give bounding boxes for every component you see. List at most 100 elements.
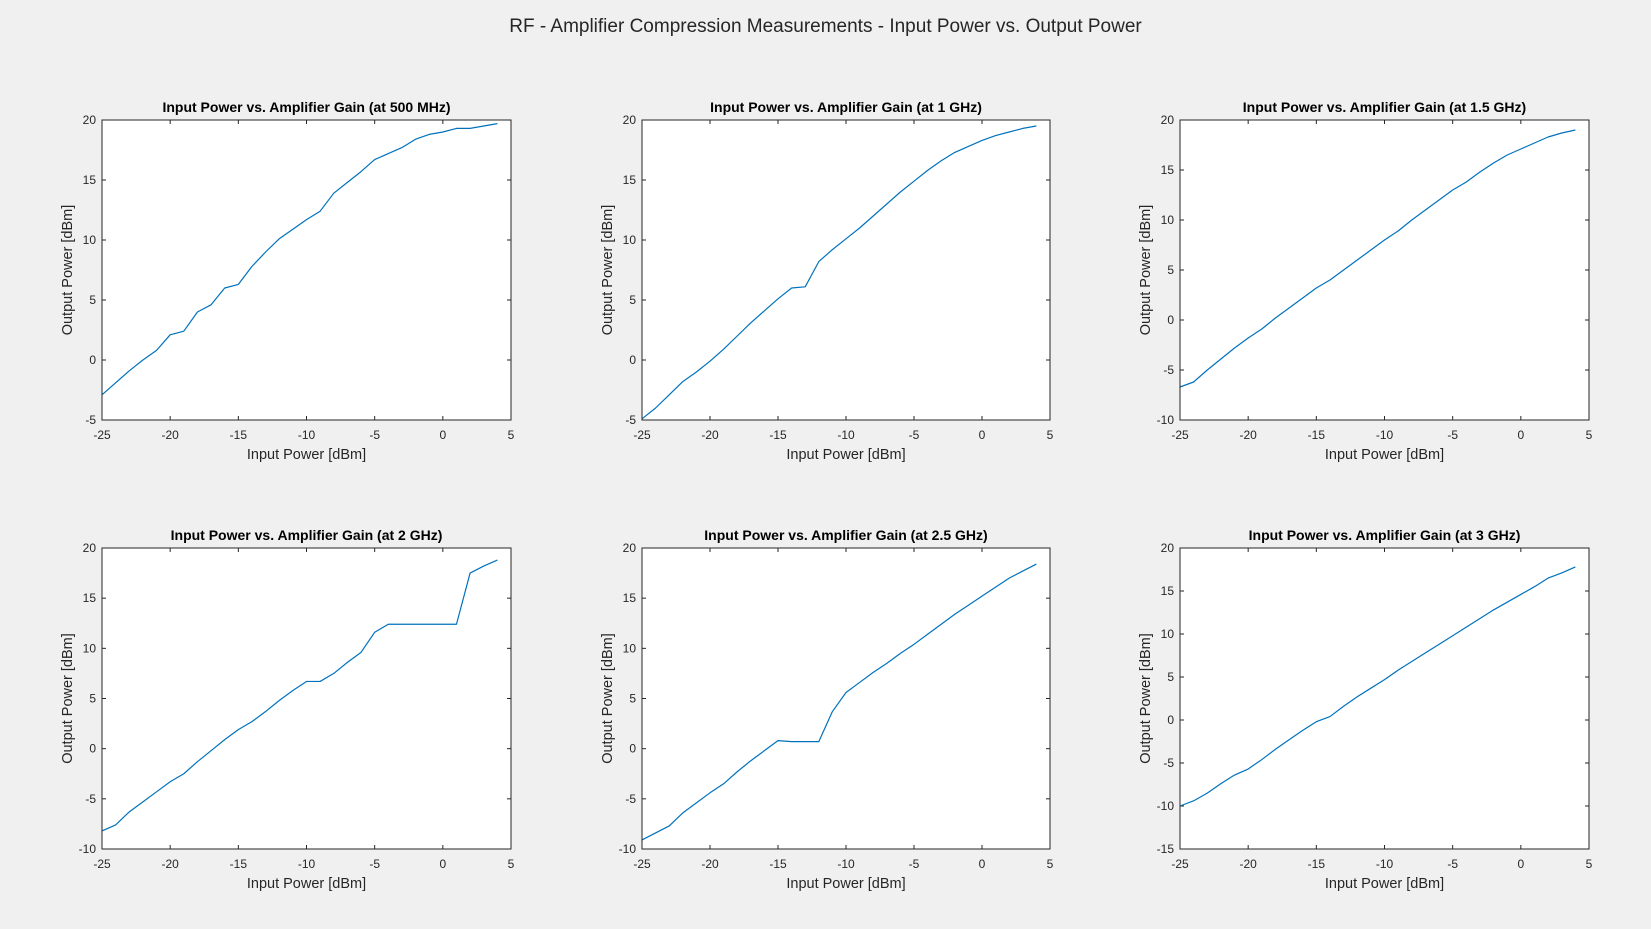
series-line bbox=[101, 123, 498, 396]
y-tick-label: 0 bbox=[89, 742, 96, 756]
y-axis-label: Output Power [dBm] bbox=[60, 205, 76, 336]
x-axis-label: Input Power [dBm] bbox=[247, 876, 366, 892]
subplot-5: -25 -20 -15 -10 -5 0 5 -10 -5 0 5 10 15 20 Input Power… bbox=[600, 527, 1054, 892]
y-tick-label: 15 bbox=[623, 173, 637, 187]
x-tick-label: -15 bbox=[769, 857, 787, 871]
x-tick-label: -5 bbox=[909, 857, 920, 871]
y-tick-label: 10 bbox=[623, 233, 637, 247]
plot-area bbox=[642, 120, 1050, 420]
subplot-title: Input Power vs. Amplifier Gain (at 2.5 G… bbox=[704, 527, 987, 543]
x-tick-label: 5 bbox=[1047, 857, 1054, 871]
y-tick-label: 0 bbox=[1167, 713, 1174, 727]
subplot-4: -25 -20 -15 -10 -5 0 5 -10 -5 0 5 10 15 20 Input Power… bbox=[60, 527, 515, 892]
y-tick-label: 5 bbox=[89, 293, 96, 307]
x-tick-label: 0 bbox=[1517, 428, 1524, 442]
subplot-title: Input Power vs. Amplifier Gain (at 2 GHz… bbox=[171, 527, 443, 543]
x-tick-label: 5 bbox=[1586, 428, 1593, 442]
y-tick-label: 5 bbox=[629, 293, 636, 307]
y-tick-label: -5 bbox=[625, 792, 636, 806]
y-tick-label: 20 bbox=[1161, 113, 1175, 127]
y-tick-label: -10 bbox=[619, 842, 637, 856]
y-tick-label: 0 bbox=[629, 742, 636, 756]
y-axis-label: Output Power [dBm] bbox=[600, 633, 616, 764]
x-tick-label: -10 bbox=[837, 428, 855, 442]
y-tick-label: -10 bbox=[79, 842, 97, 856]
x-tick-label: -25 bbox=[1171, 857, 1189, 871]
series-line bbox=[641, 125, 1037, 420]
y-tick-label: -5 bbox=[85, 413, 96, 427]
x-tick-label: -20 bbox=[161, 857, 179, 871]
figure-title: RF - Amplifier Compression Measurements … bbox=[509, 16, 1142, 37]
y-tick-label: 20 bbox=[83, 541, 97, 555]
y-axis-label: Output Power [dBm] bbox=[60, 633, 76, 764]
plot-area bbox=[102, 548, 511, 849]
x-tick-label: -15 bbox=[1308, 428, 1326, 442]
y-tick-label: -10 bbox=[1157, 799, 1175, 813]
y-tick-label: 15 bbox=[623, 591, 637, 605]
subplot-title: Input Power vs. Amplifier Gain (at 3 GHz… bbox=[1249, 527, 1521, 543]
x-tick-label: -5 bbox=[1447, 428, 1458, 442]
x-tick-label: -10 bbox=[298, 428, 316, 442]
x-tick-label: -15 bbox=[1308, 857, 1326, 871]
x-tick-label: 5 bbox=[508, 428, 515, 442]
y-tick-label: 10 bbox=[623, 641, 637, 655]
x-tick-label: 5 bbox=[508, 857, 515, 871]
axes-box bbox=[1179, 119, 1590, 421]
series-line bbox=[1179, 129, 1576, 388]
x-tick-label: -10 bbox=[1376, 857, 1394, 871]
x-tick-label: 0 bbox=[979, 857, 986, 871]
x-tick-label: 0 bbox=[979, 428, 986, 442]
x-tick-label: -5 bbox=[369, 428, 380, 442]
y-axis-label: Output Power [dBm] bbox=[1138, 205, 1154, 336]
subplot-2: -25 -20 -15 -10 -5 0 5 -5 0 5 10 15 20 Input Power vs… bbox=[600, 99, 1054, 463]
y-tick-label: 20 bbox=[623, 541, 637, 555]
y-tick-label: 5 bbox=[629, 692, 636, 706]
y-tick-label: 5 bbox=[1167, 263, 1174, 277]
subplot-1: -25 -20 -15 -10 -5 0 5 -5 0 5 10 15 20 Input Power vs… bbox=[60, 99, 515, 463]
y-tick-label: -5 bbox=[1163, 363, 1174, 377]
axes-box bbox=[1179, 547, 1590, 850]
y-tick-label: -10 bbox=[1157, 413, 1175, 427]
y-tick-label: 0 bbox=[629, 353, 636, 367]
y-tick-label: 10 bbox=[83, 641, 97, 655]
y-tick-label: 5 bbox=[89, 692, 96, 706]
x-tick-label: -15 bbox=[230, 428, 248, 442]
axes-box bbox=[101, 547, 512, 850]
y-tick-label: 0 bbox=[1167, 313, 1174, 327]
subplot-3: -25 -20 -15 -10 -5 0 5 -10 -5 0 5 10 15 20 Input Power… bbox=[1138, 99, 1593, 463]
x-tick-label: -25 bbox=[93, 857, 111, 871]
x-tick-label: -5 bbox=[369, 857, 380, 871]
y-tick-label: -15 bbox=[1157, 842, 1175, 856]
x-tick-label: 0 bbox=[439, 857, 446, 871]
y-tick-label: 20 bbox=[1161, 541, 1175, 555]
x-axis-label: Input Power [dBm] bbox=[1325, 447, 1444, 463]
x-tick-label: -10 bbox=[298, 857, 316, 871]
x-tick-label: -5 bbox=[909, 428, 920, 442]
x-tick-label: -25 bbox=[1171, 428, 1189, 442]
y-tick-label: 10 bbox=[83, 233, 97, 247]
series-line bbox=[101, 559, 498, 832]
subplot-title: Input Power vs. Amplifier Gain (at 1 GHz… bbox=[710, 99, 982, 115]
x-tick-label: -20 bbox=[701, 428, 719, 442]
y-axis-label: Output Power [dBm] bbox=[600, 205, 616, 336]
x-tick-label: 5 bbox=[1047, 428, 1054, 442]
series-line bbox=[1179, 566, 1576, 807]
y-tick-label: 20 bbox=[83, 113, 97, 127]
y-axis-label: Output Power [dBm] bbox=[1138, 633, 1154, 764]
plot-area bbox=[1180, 120, 1589, 420]
x-tick-label: -15 bbox=[230, 857, 248, 871]
x-axis-label: Input Power [dBm] bbox=[786, 447, 905, 463]
x-tick-label: -25 bbox=[633, 857, 651, 871]
x-tick-label: 0 bbox=[1517, 857, 1524, 871]
x-tick-label: -20 bbox=[1239, 857, 1257, 871]
axes-box bbox=[641, 547, 1051, 850]
y-tick-label: -5 bbox=[1163, 756, 1174, 770]
plot-area bbox=[1180, 548, 1589, 849]
plot-area bbox=[642, 548, 1050, 849]
x-axis-label: Input Power [dBm] bbox=[247, 447, 366, 463]
x-tick-label: -15 bbox=[769, 428, 787, 442]
x-tick-label: -10 bbox=[1376, 428, 1394, 442]
x-tick-label: -25 bbox=[93, 428, 111, 442]
